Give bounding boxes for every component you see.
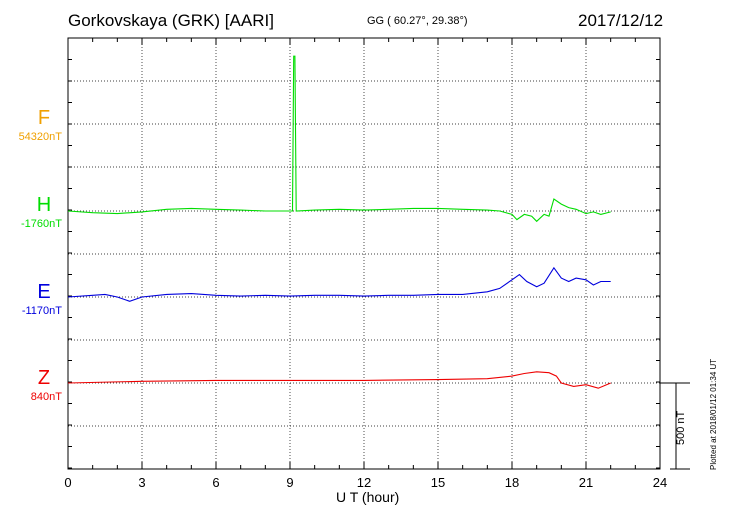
x-tick-label: 6 xyxy=(212,475,219,490)
chart-date: 2017/12/12 xyxy=(578,11,664,30)
series-line-h xyxy=(67,55,611,223)
x-tick-label: 9 xyxy=(286,475,293,490)
x-tick-label: 12 xyxy=(357,475,371,490)
x-tick-label: 21 xyxy=(579,475,593,490)
series-line-z xyxy=(67,371,611,389)
scale-bar-label: 500 nT xyxy=(675,410,687,445)
x-tick-label: 0 xyxy=(64,475,71,490)
series-line-e xyxy=(67,266,611,302)
baseline-label-h: -1760nT xyxy=(21,218,62,230)
x-tick-label: 15 xyxy=(431,475,445,490)
series-label-e: E xyxy=(37,281,51,303)
baseline-label-e: -1170nT xyxy=(21,305,62,317)
series-label-f: F xyxy=(37,107,51,129)
station-coordinates: GG ( 60.27°, 29.38°) xyxy=(367,15,468,27)
x-tick-label: 3 xyxy=(138,475,145,490)
x-axis-label: U T (hour) xyxy=(336,489,400,505)
baseline-label-f: 54320nT xyxy=(18,131,62,143)
baseline-label-z: 840nT xyxy=(30,391,62,403)
x-tick-label: 18 xyxy=(505,475,519,490)
x-tick-label: 24 xyxy=(653,475,667,490)
series-label-z: Z xyxy=(37,367,51,389)
series-label-h: H xyxy=(36,194,52,216)
plotted-timestamp: Plotted at 2018/01/12 01:34 UT xyxy=(709,358,718,470)
station-title: Gorkovskaya (GRK) [AARI] xyxy=(68,11,274,30)
